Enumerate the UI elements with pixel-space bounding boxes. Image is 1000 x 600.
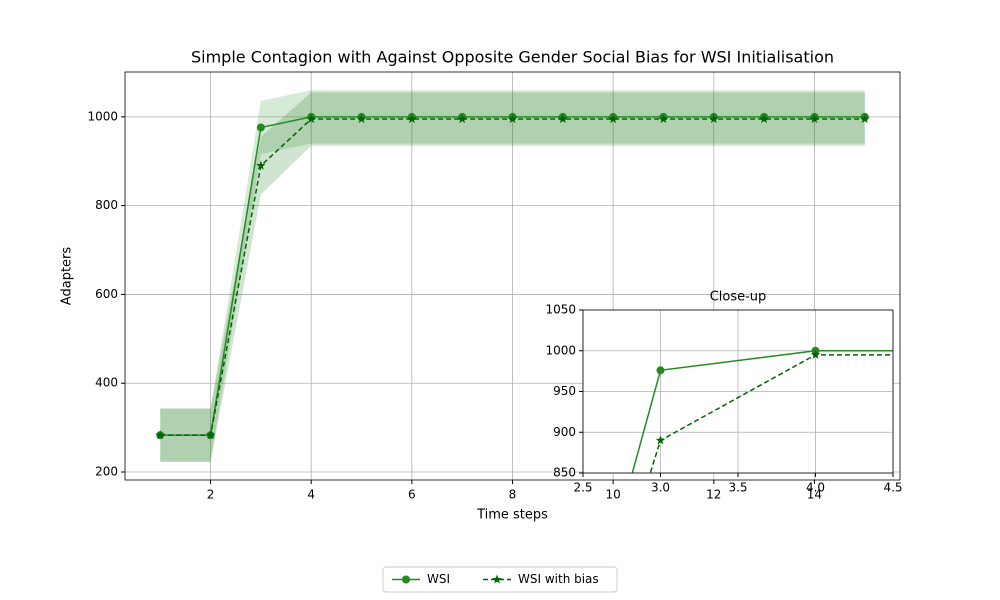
x-tick-label: 6 xyxy=(408,488,416,502)
marker xyxy=(407,114,417,124)
legend: WSI WSI with bias xyxy=(382,566,618,593)
plot-layer xyxy=(155,90,870,462)
y-tick-label: 1000 xyxy=(545,343,576,357)
y-tick-label: 400 xyxy=(95,376,118,390)
marker xyxy=(860,114,870,124)
x-tick-label: 12 xyxy=(706,488,721,502)
x-tick-label: 4.5 xyxy=(883,481,902,495)
y-tick-label: 800 xyxy=(95,198,118,212)
marker xyxy=(155,430,165,440)
x-tick-label: 3.5 xyxy=(728,481,747,495)
x-tick-label: 10 xyxy=(606,488,621,502)
error-band xyxy=(160,92,865,462)
marker xyxy=(256,160,266,170)
marker xyxy=(759,114,769,124)
y-tick-label: 850 xyxy=(553,466,576,480)
y-tick-label: 1050 xyxy=(545,303,576,317)
marker xyxy=(457,114,467,124)
marker xyxy=(256,123,265,132)
chart-title: Close-up xyxy=(710,290,767,305)
x-tick-label: 4 xyxy=(307,488,315,502)
y-tick-label: 200 xyxy=(95,465,118,479)
plot-layer xyxy=(631,346,976,473)
marker xyxy=(655,435,666,445)
marker xyxy=(306,114,316,124)
marker xyxy=(810,349,821,359)
plot-frame xyxy=(582,309,894,474)
y-tick-label: 950 xyxy=(553,384,576,398)
marker xyxy=(966,350,976,359)
x-tick-label: 3.0 xyxy=(651,481,670,495)
legend-label: WSI with bias xyxy=(518,572,599,586)
marker xyxy=(809,114,820,124)
x-tick-label: 2.5 xyxy=(573,481,592,495)
chart-title: Simple Contagion with Against Opposite G… xyxy=(191,48,834,67)
y-tick-label: 900 xyxy=(553,425,576,439)
marker xyxy=(656,366,665,375)
error-band xyxy=(160,90,865,462)
legend-label: WSI xyxy=(427,572,450,586)
x-tick-label: 8 xyxy=(509,488,517,502)
legend-marker xyxy=(402,575,410,584)
marker xyxy=(608,114,618,124)
legend-marker xyxy=(492,574,502,584)
marker xyxy=(709,114,719,124)
y-tick-label: 1000 xyxy=(87,109,118,123)
x-tick-label: 14 xyxy=(807,488,822,502)
x-tick-label: 2 xyxy=(207,488,215,502)
marker xyxy=(658,114,669,124)
x-axis-label: Time steps xyxy=(476,508,548,523)
plot-frame xyxy=(124,71,901,481)
marker xyxy=(356,114,367,124)
y-tick-label: 600 xyxy=(95,287,118,301)
marker xyxy=(967,347,975,355)
marker xyxy=(205,430,216,440)
marker xyxy=(558,114,568,124)
marker xyxy=(507,114,518,124)
y-axis-label: Adapters xyxy=(60,247,75,306)
x-tick-label: 4.0 xyxy=(806,481,825,495)
